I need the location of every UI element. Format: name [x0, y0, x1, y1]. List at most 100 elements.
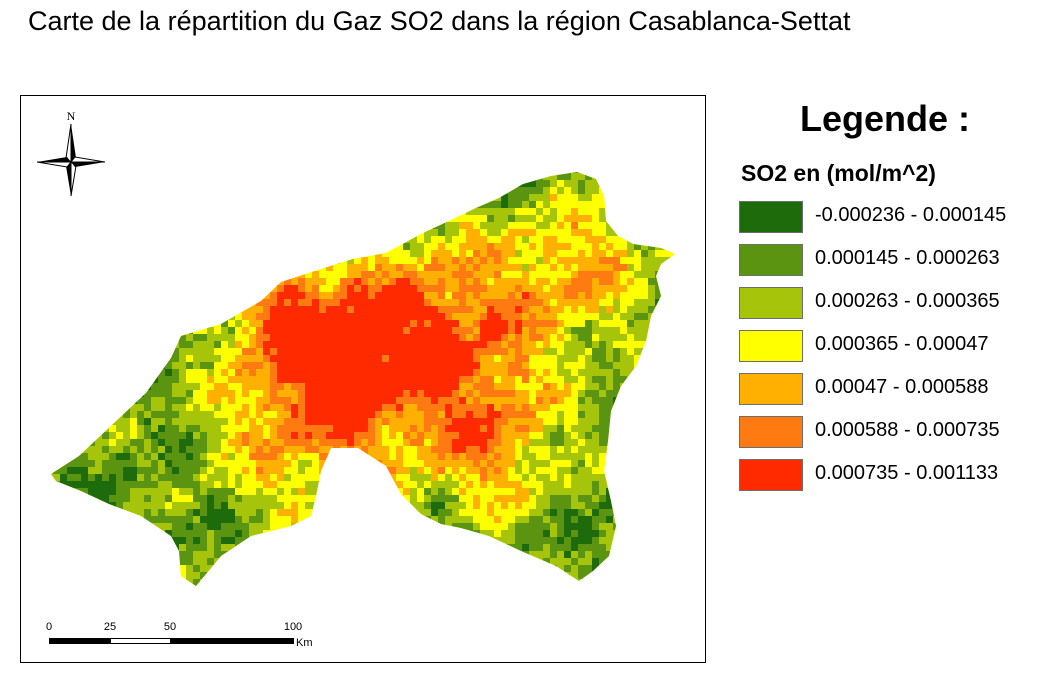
raster-cell	[102, 446, 109, 453]
raster-cell	[144, 537, 151, 544]
raster-cell	[172, 243, 179, 250]
raster-cell	[347, 509, 354, 516]
raster-cell	[662, 488, 669, 495]
raster-cell	[123, 257, 130, 264]
raster-cell	[51, 355, 53, 362]
raster-cell	[235, 467, 242, 474]
raster-cell	[53, 446, 60, 453]
raster-cell	[242, 369, 249, 376]
raster-cell	[487, 271, 494, 278]
raster-cell	[571, 502, 578, 509]
raster-cell	[81, 411, 88, 418]
raster-cell	[207, 194, 214, 201]
raster-cell	[172, 257, 179, 264]
raster-cell	[473, 376, 480, 383]
raster-cell	[417, 320, 424, 327]
raster-cell	[424, 250, 431, 257]
raster-cell	[361, 369, 368, 376]
raster-cell	[298, 530, 305, 537]
raster-cell	[669, 369, 675, 376]
raster-cell	[53, 481, 60, 488]
raster-cell	[578, 432, 585, 439]
raster-cell	[53, 285, 60, 292]
raster-cell	[109, 544, 116, 551]
raster-cell	[368, 194, 375, 201]
raster-cell	[193, 411, 200, 418]
raster-cell	[403, 271, 410, 278]
raster-cell	[543, 236, 550, 243]
raster-cell	[305, 369, 312, 376]
raster-cell	[473, 362, 480, 369]
raster-cell	[613, 264, 620, 271]
raster-cell	[193, 488, 200, 495]
raster-cell	[620, 250, 627, 257]
raster-cell	[298, 327, 305, 334]
raster-cell	[319, 187, 326, 194]
raster-cell	[354, 523, 361, 530]
raster-cell	[193, 320, 200, 327]
raster-cell	[529, 194, 536, 201]
raster-cell	[662, 194, 669, 201]
raster-cell	[669, 215, 675, 222]
raster-cell	[116, 425, 123, 432]
raster-cell	[452, 257, 459, 264]
raster-cell	[466, 271, 473, 278]
raster-cell	[382, 313, 389, 320]
raster-cell	[51, 376, 53, 383]
raster-cell	[214, 509, 221, 516]
raster-cell	[669, 187, 675, 194]
raster-cell	[51, 306, 53, 313]
raster-cell	[214, 341, 221, 348]
raster-cell	[599, 369, 606, 376]
raster-cell	[480, 173, 487, 180]
raster-cell	[179, 502, 186, 509]
raster-cell	[438, 488, 445, 495]
raster-cell	[599, 173, 606, 180]
raster-cell	[53, 257, 60, 264]
raster-cell	[144, 439, 151, 446]
raster-cell	[214, 369, 221, 376]
raster-cell	[445, 292, 452, 299]
raster-cell	[109, 404, 116, 411]
raster-cell	[165, 264, 172, 271]
raster-cell	[186, 481, 193, 488]
raster-cell	[221, 348, 228, 355]
raster-cell	[207, 460, 214, 467]
raster-cell	[417, 481, 424, 488]
raster-cell	[508, 390, 515, 397]
raster-cell	[214, 229, 221, 236]
raster-cell	[221, 509, 228, 516]
raster-cell	[333, 320, 340, 327]
raster-cell	[249, 509, 256, 516]
raster-cell	[382, 397, 389, 404]
map-title: Carte de la répartition du Gaz SO2 dans …	[28, 6, 851, 36]
raster-cell	[207, 348, 214, 355]
raster-cell	[207, 390, 214, 397]
raster-cell	[655, 180, 662, 187]
raster-cell	[459, 376, 466, 383]
raster-cell	[74, 439, 81, 446]
raster-cell	[60, 362, 67, 369]
raster-cell	[676, 292, 683, 299]
raster-cell	[543, 418, 550, 425]
raster-cell	[130, 432, 137, 439]
raster-cell	[634, 173, 641, 180]
raster-cell	[606, 299, 613, 306]
raster-cell	[179, 488, 186, 495]
raster-cell	[368, 425, 375, 432]
raster-cell	[158, 453, 165, 460]
raster-cell	[375, 418, 382, 425]
raster-cell	[382, 495, 389, 502]
raster-cell	[221, 404, 228, 411]
raster-cell	[529, 278, 536, 285]
raster-cell	[424, 271, 431, 278]
raster-cell	[221, 446, 228, 453]
raster-cell	[522, 411, 529, 418]
raster-cell	[508, 250, 515, 257]
raster-cell	[361, 530, 368, 537]
raster-cell	[473, 180, 480, 187]
raster-cell	[613, 502, 620, 509]
raster-cell	[655, 474, 662, 481]
raster-cell	[508, 369, 515, 376]
raster-cell	[389, 299, 396, 306]
